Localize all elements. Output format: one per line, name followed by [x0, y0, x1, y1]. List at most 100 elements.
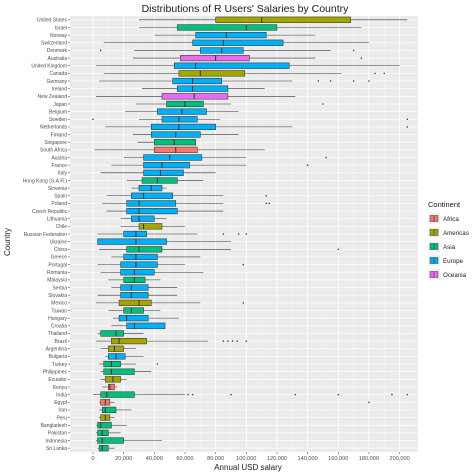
box-sweden: [92, 116, 409, 123]
chart-title: Distributions of R Users' Salaries by Co…: [142, 3, 350, 15]
outlier-point: [242, 302, 244, 304]
legend: Continent Africa Americas Asia Europe Oceani…: [428, 200, 469, 280]
box-iqr: [101, 406, 117, 414]
box-iqr: [192, 39, 284, 46]
box-austria: [123, 154, 327, 161]
outlier-point: [368, 401, 370, 404]
y-tick-label: Czech Republic: [32, 209, 68, 215]
y-tick-label: Italy: [58, 171, 68, 177]
outlier-point: [368, 80, 370, 82]
y-tick-label: South Africa: [40, 148, 67, 154]
y-tick-label: Hungary: [48, 316, 67, 322]
y-tick-label: Chile: [56, 224, 68, 230]
box-egypt: [99, 399, 370, 406]
y-tick-label: Turkey: [52, 362, 68, 368]
outlier-point: [337, 393, 340, 396]
outlier-point: [230, 393, 232, 396]
box-iqr: [120, 284, 149, 291]
box-iqr: [180, 54, 250, 62]
box-thailand: [97, 330, 144, 337]
box-iqr: [131, 192, 173, 199]
box-iqr: [100, 391, 135, 398]
outlier-point: [306, 164, 309, 166]
box-iqr: [161, 116, 198, 123]
box-iqr: [108, 353, 126, 360]
box-iqr: [98, 445, 109, 452]
box-romania: [100, 269, 204, 276]
box-croatia: [111, 322, 166, 329]
box-iqr: [97, 238, 167, 245]
legend-label: Americas: [443, 230, 469, 237]
box-iqr: [103, 360, 121, 368]
y-tick-label: United Kingdom: [31, 64, 67, 70]
box-hong-kong-s-a-r-: [126, 177, 204, 184]
box-iqr: [126, 200, 177, 207]
box-poland: [102, 200, 271, 207]
y-tick-label: Mexico: [51, 301, 67, 307]
box-peru: [99, 414, 115, 421]
y-tick-label: China: [54, 247, 67, 253]
box-iqr: [215, 16, 351, 23]
box-iqr: [118, 315, 149, 322]
y-tick-label: Bulgaria: [49, 354, 68, 360]
box-bulgaria: [105, 353, 144, 360]
outlier-point: [391, 393, 393, 396]
x-tick-label: 20,000: [115, 456, 132, 462]
y-tick-label: Ukraine: [50, 239, 67, 245]
x-tick-label: 140,000: [298, 456, 318, 462]
y-tick-label: Israel: [55, 25, 67, 31]
y-tick-label: Serbia: [53, 285, 68, 291]
box-iqr: [97, 437, 124, 444]
box-iqr: [118, 299, 152, 306]
box-iqr: [141, 177, 178, 184]
box-switzerland: [103, 39, 369, 46]
outlier-point: [242, 263, 244, 266]
y-tick-label: Taiwan: [51, 308, 67, 314]
box-iqr: [126, 246, 163, 253]
box-portugal: [97, 261, 244, 268]
y-tick-label: India: [56, 392, 67, 398]
box-new-zealand: [96, 93, 296, 100]
box-iqr: [97, 422, 112, 429]
box-netherlands: [105, 123, 409, 131]
box-iqr: [143, 162, 190, 169]
box-mexico: [96, 299, 244, 306]
y-tick-label: United States: [37, 18, 68, 24]
y-tick-label: Ecuador: [48, 377, 67, 383]
y-tick-label: Netherlands: [40, 125, 67, 131]
y-tick-label: Norway: [50, 33, 67, 39]
y-tick-label: Philippines: [43, 369, 68, 375]
y-tick-label: Canada: [49, 71, 67, 77]
outlier-point: [187, 393, 189, 396]
y-tick-label: Germany: [46, 79, 67, 85]
x-tick-label: 0: [91, 456, 94, 462]
y-tick-label: France: [51, 163, 67, 169]
box-iqr: [123, 307, 144, 314]
legend-label: Africa: [443, 216, 459, 223]
box-united-kingdom: [96, 62, 400, 69]
y-tick-label: Lithuania: [47, 217, 68, 223]
boxes: [92, 16, 409, 452]
x-tick-label: 160,000: [328, 456, 348, 462]
outlier-point: [360, 57, 363, 59]
y-tick-label: Hong Kong (S.A.R.): [23, 178, 68, 184]
box-iqr: [126, 207, 178, 215]
box-argentina: [100, 345, 136, 352]
y-tick-label: Australia: [48, 56, 68, 62]
x-tick-label: 200,000: [389, 456, 409, 462]
y-tick-label: Egypt: [54, 400, 67, 406]
box-chile: [120, 223, 185, 230]
box-japan: [135, 100, 324, 108]
x-axis-title: Annual USD salary: [214, 463, 282, 472]
y-tick-label: Bangladesh: [41, 423, 68, 429]
y-tick-label: New Zealand: [38, 94, 68, 100]
outlier-point: [352, 80, 355, 82]
box-bangladesh: [96, 422, 127, 429]
box-iqr: [103, 368, 135, 375]
box-norway: [154, 32, 316, 39]
y-tick-label: Peru: [56, 415, 67, 421]
box-lithuania: [120, 215, 167, 222]
box-australia: [132, 54, 363, 62]
